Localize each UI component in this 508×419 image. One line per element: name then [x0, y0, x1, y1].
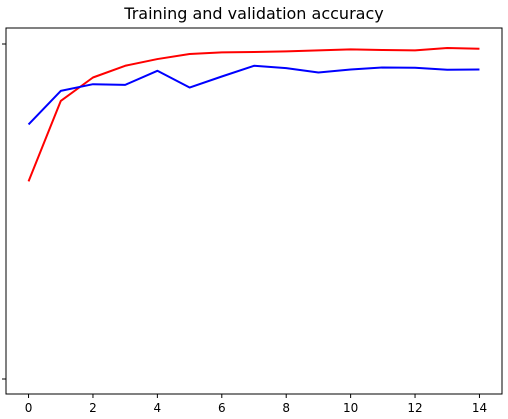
- x-tick-label: 8: [282, 401, 290, 415]
- series-line-1: [27, 64, 480, 126]
- x-tick-label: 10: [343, 401, 358, 415]
- series-layer: [27, 47, 480, 182]
- plot-area: 0 2 4 6 8 10 12 14: [2, 27, 503, 415]
- series-line-0: [27, 47, 480, 182]
- x-tick-label: 4: [154, 401, 162, 415]
- ticks-layer: 0 2 4 6 8 10 12 14: [2, 43, 487, 415]
- x-tick-label: 6: [218, 401, 226, 415]
- chart-title: Training and validation accuracy: [123, 4, 383, 23]
- x-tick-label: 0: [25, 401, 33, 415]
- x-tick-label: 2: [89, 401, 97, 415]
- axes-frame: [5, 27, 503, 395]
- x-tick-label: 12: [407, 401, 422, 415]
- x-tick-label: 14: [472, 401, 487, 415]
